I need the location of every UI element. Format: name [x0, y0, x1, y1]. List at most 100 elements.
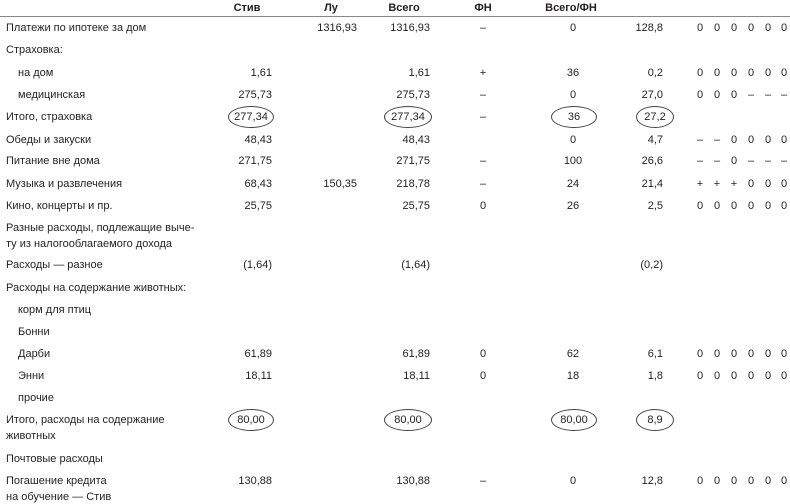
- row-label: Платежи по ипотеке за дом: [6, 22, 147, 34]
- row-label: медицинская: [18, 89, 86, 101]
- cell-pct-circled: 8,9: [636, 409, 674, 431]
- flag-cell: 0: [764, 178, 772, 190]
- flag-cell: 0: [730, 200, 738, 212]
- cell-fn: +: [479, 67, 487, 79]
- flag-cell: 0: [747, 22, 755, 34]
- cell-steve: 1,61: [250, 67, 272, 79]
- cell-fn: –: [479, 111, 487, 123]
- flag-cell: +: [713, 178, 721, 190]
- flag-cell: –: [764, 89, 772, 101]
- cell-fn: –: [479, 89, 487, 101]
- flag-cell: 0: [730, 67, 738, 79]
- cell-fn: –: [479, 178, 487, 190]
- flag-cell: 0: [764, 67, 772, 79]
- flag-cell: 0: [730, 475, 738, 487]
- flag-cell: 0: [780, 348, 788, 360]
- flag-cell: 0: [713, 370, 721, 382]
- cell-pct: (0,2): [640, 259, 663, 271]
- flag-cell: 0: [764, 348, 772, 360]
- cell-total-fn: 0: [569, 22, 577, 34]
- header-fn: ФН: [474, 2, 492, 14]
- flag-cell: 0: [780, 370, 788, 382]
- cell-total: (1,64): [401, 259, 430, 271]
- flag-cell: 0: [696, 22, 704, 34]
- header-lu: Лу: [324, 2, 338, 14]
- row-label: Почтовые расходы: [6, 453, 103, 465]
- cell-total: 18,11: [403, 370, 430, 382]
- cell-steve: 48,43: [244, 134, 272, 146]
- flag-cell: –: [747, 89, 755, 101]
- cell-steve: 130,88: [238, 475, 272, 487]
- cell-total-fn: 0: [569, 475, 577, 487]
- flag-cell: 0: [747, 370, 755, 382]
- cell-total-fn: 0: [569, 134, 577, 146]
- flag-cell: 0: [780, 475, 788, 487]
- cell-pct: 1,8: [647, 370, 663, 382]
- cell-steve: 68,43: [244, 178, 272, 190]
- cell-total-fn: 26: [566, 200, 580, 212]
- cell-steve-circled: 277,34: [228, 106, 274, 128]
- flag-cell: –: [713, 155, 721, 167]
- flag-cell: 0: [696, 200, 704, 212]
- row-label: Энни: [18, 370, 45, 382]
- cell-total-fn: 18: [566, 370, 580, 382]
- cell-total-fn: 100: [563, 155, 583, 167]
- cell-total-fn-circled: 36: [551, 106, 597, 128]
- cell-fn: –: [479, 155, 487, 167]
- flag-cell: –: [696, 155, 704, 167]
- row-label: Кино, концерты и пр.: [6, 200, 113, 212]
- flag-cell: 0: [780, 67, 788, 79]
- flag-cell: 0: [780, 200, 788, 212]
- flag-cell: 0: [747, 134, 755, 146]
- flag-cell: –: [713, 134, 721, 146]
- flag-cell: 0: [713, 67, 721, 79]
- row-label: корм для птиц: [18, 304, 92, 316]
- flag-cell: 0: [780, 178, 788, 190]
- cell-total: 130,88: [396, 475, 430, 487]
- cell-steve: 271,75: [238, 155, 272, 167]
- cell-fn: –: [479, 475, 487, 487]
- cell-total: 271,75: [396, 155, 430, 167]
- flag-cell: 0: [696, 67, 704, 79]
- cell-fn: 0: [479, 200, 487, 212]
- cell-pct: 26,6: [641, 155, 663, 167]
- cell-total: 218,78: [396, 178, 430, 190]
- row-label: Питание вне дома: [6, 155, 100, 167]
- flag-cell: +: [730, 178, 738, 190]
- flag-cell: –: [696, 134, 704, 146]
- flag-cell: 0: [764, 134, 772, 146]
- cell-steve-circled: 80,00: [228, 409, 274, 431]
- cell-pct: 4,7: [647, 134, 663, 146]
- row-label: Расходы — разное: [6, 259, 103, 271]
- cell-pct: 6,1: [647, 348, 663, 360]
- flag-cell: 0: [696, 475, 704, 487]
- flag-cell: 0: [730, 155, 738, 167]
- flag-cell: 0: [713, 475, 721, 487]
- cell-pct: 12,8: [641, 475, 663, 487]
- cell-total-circled: 277,34: [384, 106, 432, 128]
- cell-pct: 0,2: [647, 67, 663, 79]
- flag-cell: 0: [713, 89, 721, 101]
- header-total-fn: Всего/ФН: [545, 2, 597, 14]
- cell-total-fn: 36: [566, 67, 580, 79]
- row-label: Итого, расходы на содержание животных: [6, 414, 165, 442]
- cell-pct: 128,8: [635, 22, 663, 34]
- flag-cell: 0: [713, 348, 721, 360]
- cell-steve: 18,11: [245, 370, 272, 382]
- row-label: Обеды и закуски: [6, 134, 92, 146]
- flag-cell: +: [696, 178, 704, 190]
- flag-cell: 0: [730, 348, 738, 360]
- row-label: Музыка и развлечения: [6, 178, 123, 190]
- header-total: Всего: [388, 2, 420, 14]
- header-divider: [0, 16, 790, 17]
- flag-cell: 0: [730, 370, 738, 382]
- cell-total-fn-circled: 80,00: [551, 409, 597, 431]
- flag-cell: –: [780, 155, 788, 167]
- cell-total: 1316,93: [390, 22, 430, 34]
- header-steve: Стив: [233, 2, 261, 14]
- cell-steve: 25,75: [244, 200, 272, 212]
- cell-total: 48,43: [402, 134, 430, 146]
- flag-cell: 0: [764, 475, 772, 487]
- row-label: прочие: [18, 392, 54, 404]
